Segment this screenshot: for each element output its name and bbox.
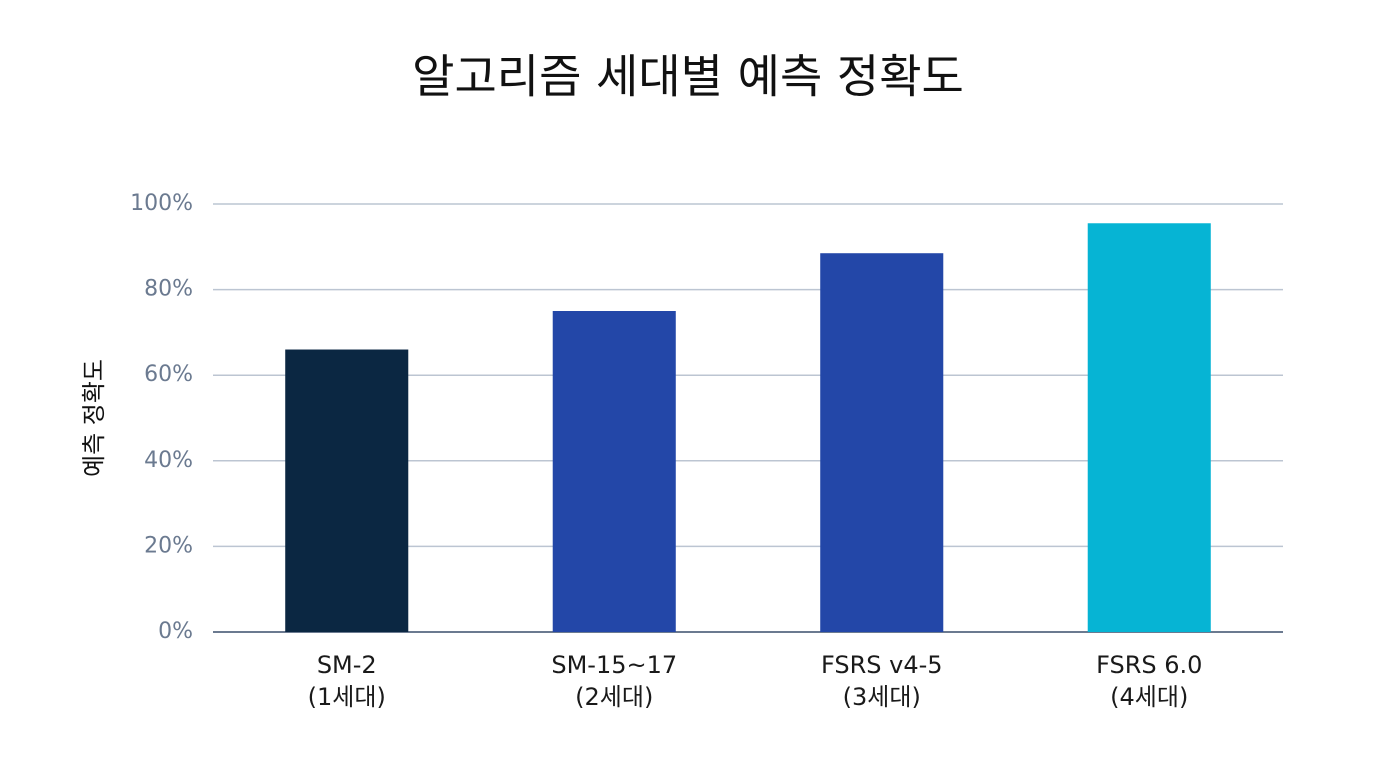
bar xyxy=(820,253,944,632)
x-tick-label: (3세대) xyxy=(843,683,921,711)
bar xyxy=(1087,223,1211,632)
x-tick-label: SM-15~17 xyxy=(551,651,677,679)
y-tick-label: 60% xyxy=(144,362,193,387)
bar xyxy=(552,311,676,632)
y-tick-label: 20% xyxy=(144,533,193,558)
y-tick-label: 100% xyxy=(130,191,193,216)
chart-title: 알고리즘 세대별 예측 정확도 xyxy=(412,50,964,104)
x-tick-label: SM-2 xyxy=(317,651,377,679)
x-tick-label: FSRS 6.0 xyxy=(1096,651,1202,679)
y-tick-label: 0% xyxy=(158,619,193,644)
x-tick-label: FSRS v4-5 xyxy=(821,651,943,679)
x-tick-label: (4세대) xyxy=(1110,683,1188,711)
y-axis-label: 예측 정확도 xyxy=(80,359,108,477)
y-tick-label: 80% xyxy=(144,277,193,302)
y-tick-label: 40% xyxy=(144,448,193,473)
x-tick-label: (1세대) xyxy=(308,683,386,711)
x-tick-label: (2세대) xyxy=(575,683,653,711)
bar xyxy=(285,349,409,632)
